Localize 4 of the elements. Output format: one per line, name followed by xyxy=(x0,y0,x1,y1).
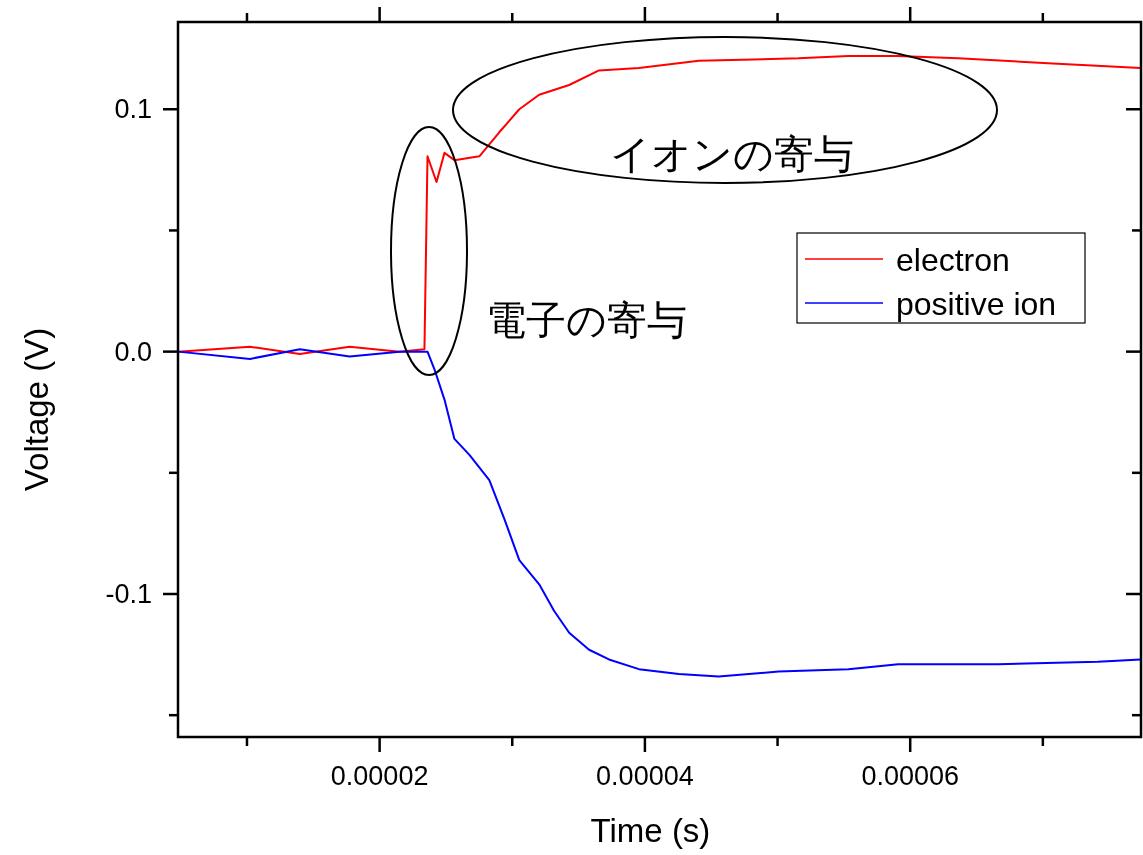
ylabel: Voltage (V) xyxy=(18,327,55,492)
annotation: 電子の寄与 xyxy=(486,298,687,342)
xlabel: Time (s) xyxy=(590,812,711,849)
annotation: イオンの寄与 xyxy=(610,132,854,176)
